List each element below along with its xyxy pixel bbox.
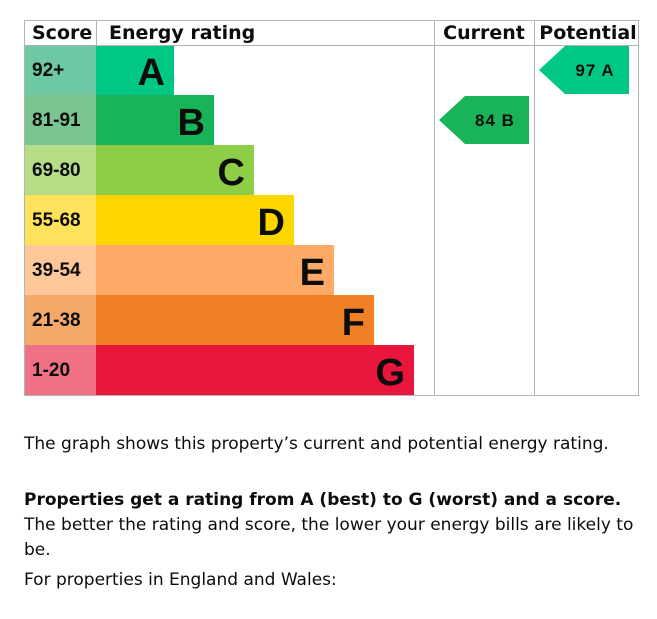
score-cell-b (25, 95, 96, 145)
band-bar-g (96, 345, 414, 395)
bands-layer: 92+ A 81-91 B 69-80 C 55-68 D 39-54 E 21-38 F 1-20 G (25, 45, 414, 395)
potential-header: Potential (539, 22, 636, 44)
rating-explanation-text: The better the rating and score, the low… (24, 515, 634, 560)
score-header: Score (32, 22, 92, 44)
score-cell-d (25, 195, 96, 245)
score-range-g: 1-20 (32, 360, 70, 381)
score-cell-c (25, 145, 96, 195)
score-range-c: 69-80 (32, 160, 81, 181)
band-letter-b: B (178, 102, 205, 144)
band-bar-f (96, 295, 374, 345)
potential-rating-label: 97 A (575, 61, 614, 80)
score-range-e: 39-54 (32, 260, 81, 281)
band-letter-d: D (258, 202, 285, 244)
score-range-b: 81-91 (32, 110, 81, 131)
rating-explanation-bold: Properties get a rating from A (best) to… (24, 490, 622, 510)
grid-layer (24, 20, 639, 396)
band-letter-f: F (342, 302, 365, 344)
score-range-f: 21-38 (32, 310, 81, 331)
score-range-a: 92+ (32, 60, 64, 81)
band-letter-c: C (218, 152, 245, 194)
band-bar-a (96, 45, 174, 95)
band-letter-g: G (375, 352, 405, 394)
description-paragraph: The graph shows this property’s current … (24, 432, 644, 457)
band-bar-d (96, 195, 294, 245)
england-wales-text: For properties in England and Wales: (24, 570, 337, 590)
band-bar-c (96, 145, 254, 195)
england-wales-paragraph: For properties in England and Wales: (24, 568, 644, 593)
current-rating-arrow: 84 B (439, 96, 529, 144)
energy-rating-header: Energy rating (109, 22, 255, 44)
band-letter-e: E (300, 252, 325, 294)
score-cell-a (25, 45, 96, 95)
energy-rating-chart: 92+ A81-91 B69-80 C55-68 D39-54 E21-38 F1-20 G … (24, 20, 639, 396)
score-cell-e (25, 245, 96, 295)
band-bar-b (96, 95, 214, 145)
score-cell-f (25, 295, 96, 345)
band-bar-e (96, 245, 334, 295)
rating-explanation-paragraph: Properties get a rating from A (best) to… (24, 488, 644, 563)
score-cell-g (25, 345, 96, 395)
potential-rating-arrow: 97 A (539, 46, 629, 94)
chart-border (24, 20, 639, 396)
band-letter-a: A (138, 52, 165, 94)
score-range-d: 55-68 (32, 210, 81, 231)
description-text: The graph shows this property’s current … (24, 434, 609, 454)
current-rating-label: 84 B (475, 111, 515, 130)
current-arrow-shape (439, 96, 529, 144)
potential-arrow-shape (539, 46, 629, 94)
current-header: Current (443, 22, 525, 44)
